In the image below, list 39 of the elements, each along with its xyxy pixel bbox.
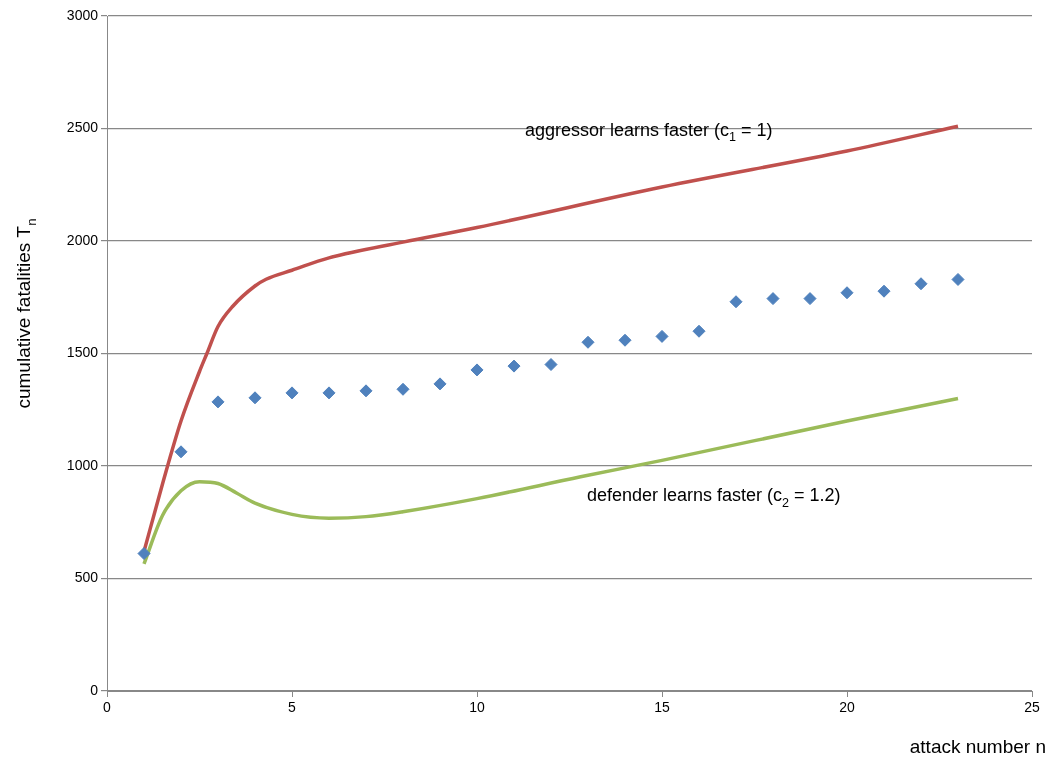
y-tick-label: 3000 (66, 6, 99, 23)
y-tick-label: 2000 (66, 231, 99, 248)
point (359, 384, 373, 398)
x-tick-label: 10 (469, 699, 485, 716)
point (840, 286, 854, 300)
point (803, 292, 817, 306)
x-axis-title: attack number n (909, 736, 1047, 757)
point (877, 284, 891, 298)
x-tick-label: 15 (654, 699, 670, 716)
point (618, 333, 632, 347)
point (766, 292, 780, 306)
y-tick-label: 1500 (66, 344, 99, 361)
point (507, 359, 521, 373)
point (396, 382, 410, 396)
x-tick-label: 5 (288, 699, 297, 716)
y-tick-label: 1000 (66, 456, 99, 473)
point (322, 386, 336, 400)
point (951, 272, 965, 286)
y-tick-label: 0 (90, 681, 99, 698)
point (433, 377, 447, 391)
x-tick-label: 25 (1024, 699, 1040, 716)
point (470, 363, 484, 377)
x-tick-label: 0 (103, 699, 112, 716)
y-tick-label: 500 (74, 569, 99, 586)
point (137, 547, 151, 561)
point (285, 386, 299, 400)
point (174, 445, 188, 459)
point (248, 391, 262, 405)
line-series (142, 396, 960, 566)
point (729, 295, 743, 309)
point (692, 324, 706, 338)
point (914, 277, 928, 291)
point (655, 329, 669, 343)
x-tick-label: 20 (839, 699, 855, 716)
y-tick-label: 2500 (66, 119, 99, 136)
point (544, 358, 558, 372)
y-axis-title: cumulative fatalities Tn (13, 218, 39, 409)
point (211, 395, 225, 409)
point (581, 335, 595, 349)
